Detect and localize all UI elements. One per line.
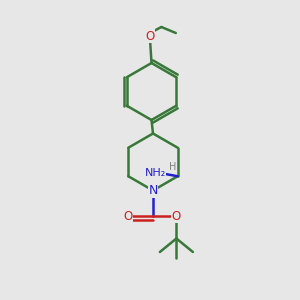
Text: N: N — [148, 184, 158, 197]
Text: O: O — [146, 29, 154, 43]
Text: NH₂: NH₂ — [145, 168, 166, 178]
Text: H: H — [169, 162, 177, 172]
Text: O: O — [123, 209, 132, 223]
Text: O: O — [172, 209, 181, 223]
